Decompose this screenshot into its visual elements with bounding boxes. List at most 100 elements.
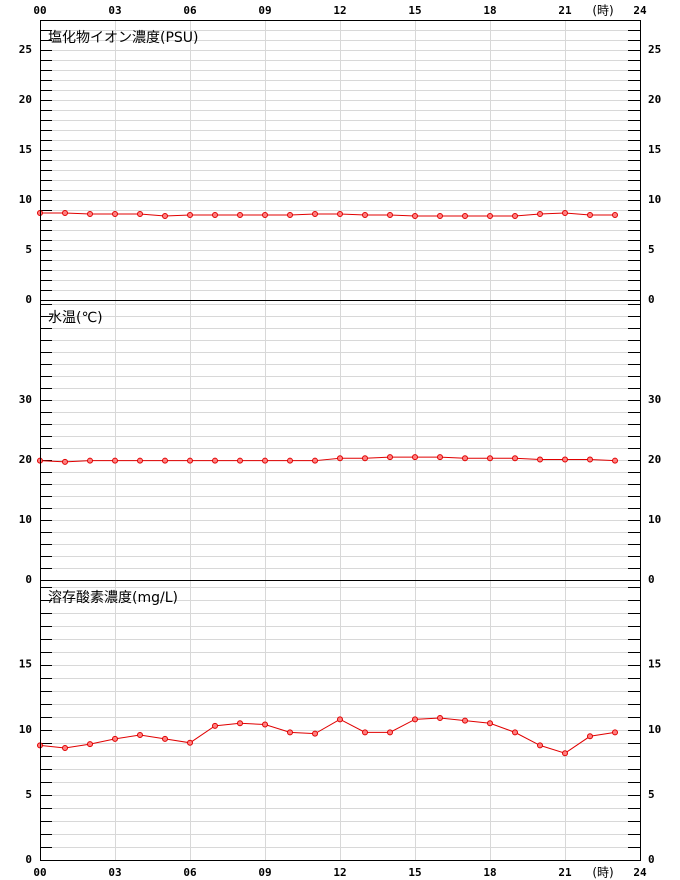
data-point (62, 210, 68, 216)
data-point (62, 458, 68, 465)
y-tick-label-right: 20 (648, 453, 661, 466)
data-point (512, 213, 518, 219)
y-tick-label-right: 5 (648, 243, 655, 256)
x-tick-label: 24 (633, 4, 647, 17)
y-tick-label-right: 20 (648, 93, 661, 106)
x-unit: (時) (592, 4, 613, 18)
y-tick-label: 10 (19, 723, 32, 736)
data-point (287, 729, 293, 736)
series-line (40, 212, 615, 217)
y-tick-label: 0 (25, 853, 32, 866)
data-point (412, 213, 418, 219)
data-point (612, 212, 618, 218)
data-point (62, 745, 68, 751)
data-point (312, 457, 318, 464)
y-tick-label: 5 (25, 788, 32, 801)
data-point (587, 733, 593, 740)
data-point (562, 210, 568, 216)
x-tick-label: 12 (333, 866, 346, 879)
y-tick-label: 20 (19, 93, 32, 106)
data-point (87, 211, 93, 217)
y-tick-label: 30 (19, 393, 32, 406)
y-tick-label-right: 0 (648, 573, 655, 586)
y-tick-label-right: 5 (648, 788, 655, 801)
data-point (162, 735, 168, 742)
data-point (287, 457, 293, 464)
x-tick-label: 09 (258, 4, 271, 17)
data-point (437, 715, 443, 722)
data-point (487, 720, 493, 727)
data-point (337, 716, 343, 723)
data-point (587, 212, 593, 218)
data-point (262, 721, 268, 728)
series-line (39, 456, 616, 463)
data-point (462, 455, 468, 462)
data-point (437, 213, 443, 219)
x-tick-label: 09 (258, 866, 271, 879)
data-point (387, 729, 393, 736)
data-point (162, 213, 168, 219)
data-point (262, 212, 268, 218)
x-tick-label: 21 (558, 866, 572, 879)
y-tick-label-right: 25 (648, 43, 661, 56)
y-tick-label: 15 (19, 658, 32, 671)
y-tick-label-right: 10 (648, 723, 661, 736)
y-tick-label: 0 (25, 293, 32, 306)
data-point (337, 211, 343, 217)
data-point (562, 750, 568, 757)
data-point (362, 729, 368, 736)
data-point (312, 211, 318, 217)
panel-title: 塩化物イオン濃度(PSU) (48, 30, 199, 46)
data-point (187, 457, 193, 464)
series-line (39, 717, 616, 754)
data-point (162, 457, 168, 464)
x-tick-label: 18 (483, 4, 496, 17)
data-point (487, 455, 493, 462)
data-point (87, 457, 93, 464)
x-tick-label: 03 (108, 866, 121, 879)
y-tick-label: 25 (19, 43, 32, 56)
panel-frame (40, 580, 641, 861)
data-point (212, 457, 218, 464)
data-point (487, 213, 493, 219)
data-point (287, 212, 293, 218)
data-point (462, 213, 468, 219)
x-tick-label: 21 (558, 4, 572, 17)
data-point (237, 720, 243, 727)
y-tick-label-right: 30 (648, 393, 661, 406)
x-tick-label: 00 (33, 4, 46, 17)
x-tick-label: 24 (633, 866, 647, 879)
data-point (237, 457, 243, 464)
data-point (537, 211, 543, 217)
y-tick-label-right: 0 (648, 853, 655, 866)
y-tick-label-right: 0 (648, 293, 655, 306)
data-point (137, 211, 143, 217)
y-tick-label: 0 (25, 573, 32, 586)
data-point (237, 212, 243, 218)
x-tick-label: 06 (183, 866, 197, 879)
data-point (387, 212, 393, 218)
data-point (262, 457, 268, 464)
data-point (337, 455, 343, 462)
data-point (312, 730, 318, 737)
data-point (187, 739, 193, 746)
x-tick-label: 00 (33, 866, 46, 879)
y-tick-label: 15 (19, 143, 32, 156)
y-tick-label-right: 10 (648, 513, 661, 526)
x-unit: (時) (592, 866, 613, 880)
data-point (362, 455, 368, 462)
x-tick-label: 15 (408, 4, 421, 17)
data-point (462, 717, 468, 724)
data-point (362, 212, 368, 218)
data-point (537, 742, 543, 749)
panel-title: 溶存酸素濃度(mg/L) (48, 590, 178, 606)
x-tick-label: 06 (183, 4, 197, 17)
data-point (387, 454, 393, 461)
data-point (187, 212, 193, 218)
x-tick-label: 18 (483, 866, 496, 879)
data-point (437, 454, 443, 461)
data-point (212, 212, 218, 218)
data-point (612, 457, 618, 464)
